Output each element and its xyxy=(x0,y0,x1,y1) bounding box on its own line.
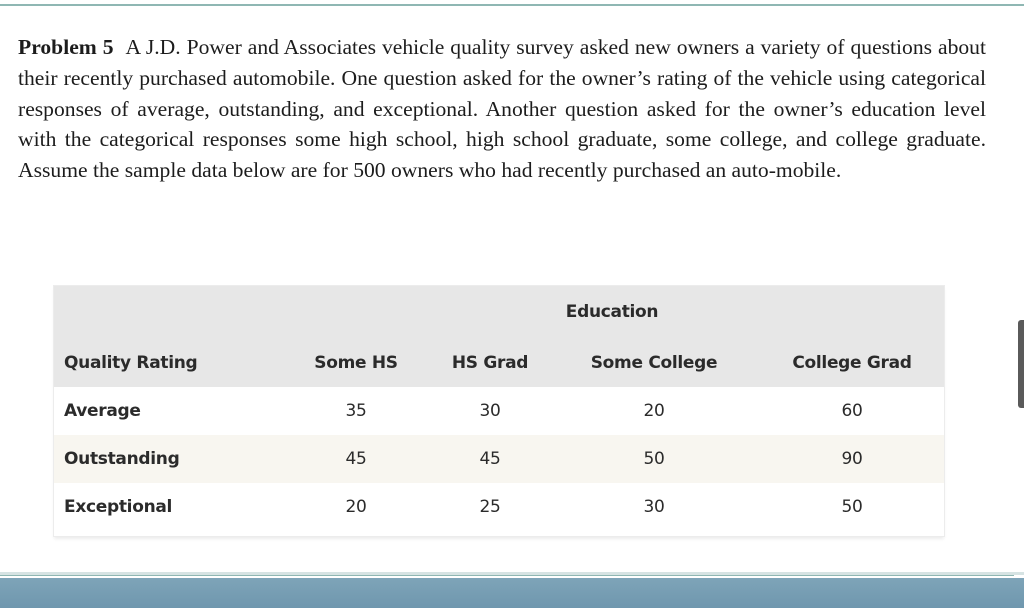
data-table-container: Education Quality Rating Some HS HS Grad… xyxy=(54,286,944,536)
table-corner-cell xyxy=(54,286,280,338)
table-group-header-row: Education xyxy=(54,286,944,338)
table-cell: 25 xyxy=(432,483,548,531)
table-cell: 45 xyxy=(280,435,432,483)
table-cell: 20 xyxy=(548,387,760,435)
column-header-college-grad: College Grad xyxy=(760,338,944,387)
table-cell: 30 xyxy=(432,387,548,435)
problem-text: A J.D. Power and Associates vehicle qual… xyxy=(18,35,986,183)
row-label-outstanding: Outstanding xyxy=(54,435,280,483)
scrollbar-thumb[interactable] xyxy=(1018,320,1024,408)
row-label-average: Average xyxy=(54,387,280,435)
table-row: Outstanding 45 45 50 90 xyxy=(54,435,944,483)
table-cell: 45 xyxy=(432,435,548,483)
problem-label: Problem 5 xyxy=(18,35,114,59)
column-header-hs-grad: HS Grad xyxy=(432,338,548,387)
quality-rating-header: Quality Rating xyxy=(54,338,280,387)
top-rule xyxy=(0,4,1024,6)
table-cell: 50 xyxy=(760,483,944,531)
table-cell: 60 xyxy=(760,387,944,435)
bottom-rule xyxy=(0,575,1014,576)
table-row: Exceptional 20 25 30 50 xyxy=(54,483,944,531)
column-header-some-hs: Some HS xyxy=(280,338,432,387)
quality-education-table: Education Quality Rating Some HS HS Grad… xyxy=(54,286,944,531)
education-group-header: Education xyxy=(280,286,944,338)
table-cell: 20 xyxy=(280,483,432,531)
table-cell: 30 xyxy=(548,483,760,531)
bottom-frame-band xyxy=(0,572,1024,608)
row-label-exceptional: Exceptional xyxy=(54,483,280,531)
column-header-some-college: Some College xyxy=(548,338,760,387)
table-cell: 35 xyxy=(280,387,432,435)
table-column-header-row: Quality Rating Some HS HS Grad Some Coll… xyxy=(54,338,944,387)
table-row: Average 35 30 20 60 xyxy=(54,387,944,435)
table-cell: 90 xyxy=(760,435,944,483)
table-cell: 50 xyxy=(548,435,760,483)
